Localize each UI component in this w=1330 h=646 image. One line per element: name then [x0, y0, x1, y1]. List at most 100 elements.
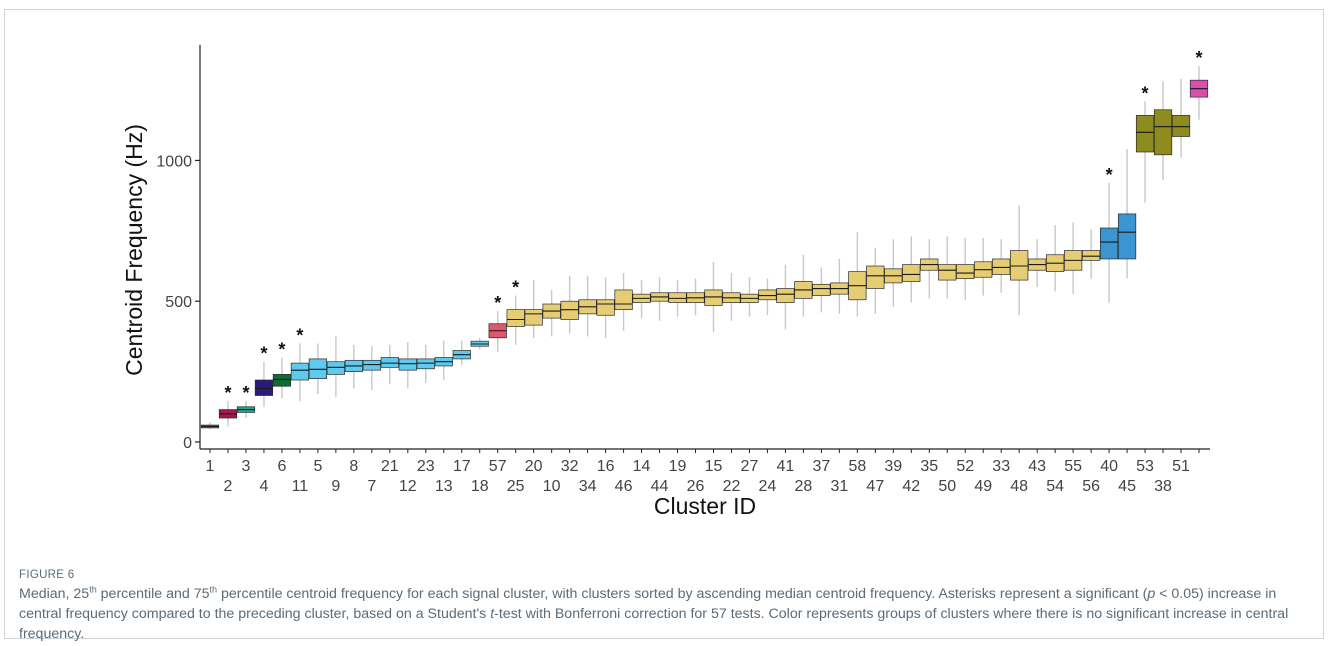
- x-tick-label: 40: [1100, 458, 1118, 475]
- x-tick-label: 44: [651, 478, 669, 495]
- x-tick-label: 48: [1010, 478, 1028, 495]
- whiskers-layer: [209, 66, 1200, 430]
- x-tick-label: 28: [795, 478, 813, 495]
- x-tick-label: 10: [543, 478, 561, 495]
- caption-text: Median, 25th percentile and 75th percent…: [19, 584, 1289, 642]
- x-tick-label: 21: [381, 458, 399, 475]
- x-tick-label: 54: [1046, 478, 1064, 495]
- box: [956, 264, 975, 280]
- x-tick-label: 8: [349, 458, 358, 475]
- box: [362, 359, 381, 371]
- box: [560, 300, 579, 320]
- box: [812, 283, 831, 296]
- figure-caption: FIGURE 6 Median, 25th percentile and 75t…: [19, 569, 1309, 644]
- box: [1171, 115, 1191, 137]
- x-tick-label: 51: [1172, 458, 1190, 475]
- significance-layer: * * * * * * * * * *: [224, 48, 1202, 403]
- x-tick-label: 45: [1118, 478, 1136, 495]
- x-tick-label: 20: [525, 458, 543, 475]
- box: [254, 379, 274, 396]
- box: [704, 289, 723, 306]
- x-tick-label: 57: [489, 458, 507, 475]
- box: [938, 264, 957, 281]
- x-tick-label: 34: [579, 478, 597, 495]
- box: [1135, 115, 1155, 153]
- x-tick-label: 5: [313, 458, 322, 475]
- significance-asterisk: *: [1142, 83, 1149, 103]
- x-tick-label: 11: [292, 478, 309, 495]
- x-tick-label: 25: [507, 478, 525, 495]
- x-tick-label: 32: [561, 458, 579, 475]
- box: [272, 374, 292, 387]
- box: [398, 358, 417, 371]
- x-tick-label: 18: [471, 478, 489, 495]
- box: [866, 265, 885, 289]
- x-tick-label: 53: [1136, 458, 1154, 475]
- x-tick-label: 22: [723, 478, 741, 495]
- boxes-layer: [200, 79, 1209, 429]
- x-tick-label: 9: [331, 478, 340, 495]
- x-axis-label: Cluster ID: [654, 493, 756, 519]
- x-tick-label: 12: [399, 478, 417, 495]
- y-tick-label: 1000: [156, 153, 192, 170]
- box: [416, 358, 435, 370]
- box: [1010, 250, 1029, 281]
- significance-asterisk: *: [494, 293, 501, 313]
- significance-asterisk: *: [296, 325, 303, 345]
- box: [290, 362, 310, 381]
- x-tick-label: 3: [242, 458, 251, 475]
- box: [524, 309, 543, 326]
- x-tick-label: 1: [206, 458, 215, 475]
- box: [1099, 227, 1119, 260]
- x-tick-label: 19: [669, 458, 687, 475]
- x-tick-label: 33: [992, 458, 1010, 475]
- y-tick-label: 0: [183, 435, 192, 452]
- x-tick-label: 38: [1154, 478, 1172, 495]
- x-tick-label: 39: [884, 458, 902, 475]
- x-tick-label: 50: [938, 478, 956, 495]
- significance-asterisk: *: [242, 383, 249, 403]
- x-tick-label: 35: [920, 458, 938, 475]
- x-tick-label: 6: [277, 458, 286, 475]
- x-tick-label: 42: [902, 478, 920, 495]
- box: [1082, 250, 1101, 261]
- x-tick-label: 2: [224, 478, 233, 495]
- box: [326, 361, 345, 375]
- x-tick-label: 26: [687, 478, 705, 495]
- x-tick-label: 52: [956, 458, 974, 475]
- x-tick-label: 41: [777, 458, 795, 475]
- box: [596, 299, 615, 316]
- box: [1153, 109, 1173, 156]
- x-tick-label: 43: [1028, 458, 1046, 475]
- significance-asterisk: *: [1195, 48, 1202, 68]
- x-tick-label: 27: [741, 458, 759, 475]
- significance-asterisk: *: [260, 344, 267, 364]
- x-tick-label: 7: [367, 478, 376, 495]
- box: [992, 258, 1011, 275]
- significance-asterisk: *: [1106, 165, 1113, 185]
- box: [758, 289, 777, 301]
- box: [380, 357, 399, 368]
- y-tick-label: 500: [165, 294, 192, 311]
- x-tick-label: 4: [259, 478, 268, 495]
- axes: 0 500 1000: [156, 45, 1210, 452]
- x-tick-label: 46: [615, 478, 633, 495]
- x-tick-label: 14: [633, 458, 651, 475]
- box: [308, 358, 327, 379]
- box: [668, 292, 687, 303]
- box: [776, 288, 795, 303]
- significance-asterisk: *: [278, 340, 285, 360]
- x-tick-label: 17: [453, 458, 471, 475]
- x-tick-label: 23: [417, 458, 435, 475]
- x-tick-label: 13: [435, 478, 453, 495]
- box: [614, 289, 633, 310]
- x-tick-label: 47: [866, 478, 884, 495]
- x-tick-label: 55: [1064, 458, 1082, 475]
- box: [506, 309, 525, 327]
- figure-label: FIGURE 6: [19, 569, 75, 581]
- x-tick-label: 56: [1082, 478, 1100, 495]
- figure-frame: [4, 9, 1324, 639]
- ticks-layer: 1 3 6 5 8 21 23 17 57 20 32 16 14 19 15 27 41 37 58 39 35 52 3…: [206, 449, 1200, 495]
- x-tick-label: 31: [830, 478, 848, 495]
- x-tick-label: 24: [759, 478, 777, 495]
